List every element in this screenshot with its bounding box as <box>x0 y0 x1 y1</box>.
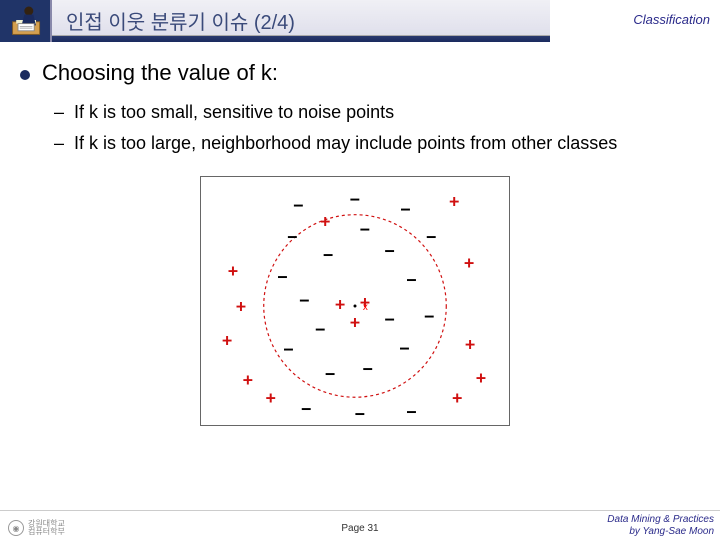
dash-icon: – <box>54 102 64 123</box>
main-bullet-text: Choosing the value of k: <box>42 60 278 86</box>
svg-text:−: − <box>400 200 410 220</box>
svg-text:−: − <box>350 190 360 210</box>
credit-line-2: by Yang-Sae Moon <box>607 526 714 538</box>
svg-text:−: − <box>424 307 434 327</box>
dash-icon: – <box>54 133 64 154</box>
svg-text:+: + <box>465 335 475 355</box>
sub-bullet-text: If k is too small, sensitive to noise po… <box>74 100 394 125</box>
page-number: Page 31 <box>341 523 378 534</box>
svg-text:−: − <box>355 404 365 424</box>
slide-header: 인접 이웃 분류기 이슈 (2/4) Classification <box>0 0 720 42</box>
svg-text:−: − <box>315 320 325 340</box>
main-bullet: Choosing the value of k: <box>20 60 690 86</box>
svg-text:−: − <box>277 267 287 287</box>
slide-title: 인접 이웃 분류기 이슈 (2/4) <box>66 6 295 35</box>
svg-text:−: − <box>299 291 309 311</box>
category-label: Classification <box>633 12 710 27</box>
svg-text:+: + <box>449 192 459 212</box>
svg-text:x: x <box>363 302 368 313</box>
svg-text:+: + <box>335 295 345 315</box>
credit-line-1: Data Mining & Practices <box>607 514 714 526</box>
sub-bullet-list: –If k is too small, sensitive to noise p… <box>54 100 690 156</box>
svg-text:−: − <box>363 360 373 380</box>
svg-text:+: + <box>476 368 486 388</box>
logo-text: 강원대학교 컴퓨터학부 <box>28 520 65 536</box>
sub-bullet-text: If k is too large, neighborhood may incl… <box>74 131 617 156</box>
svg-text:−: − <box>301 399 311 419</box>
svg-text:+: + <box>464 253 474 273</box>
svg-text:−: − <box>360 220 370 240</box>
logo-seal-icon: ◉ <box>8 520 24 536</box>
university-logo: ◉ 강원대학교 컴퓨터학부 <box>8 520 65 536</box>
svg-text:−: − <box>283 340 293 360</box>
svg-text:+: + <box>320 212 330 232</box>
header-right-panel: Classification <box>550 0 720 42</box>
svg-text:+: + <box>222 331 232 351</box>
svg-text:−: − <box>426 228 436 248</box>
svg-text:+: + <box>265 388 275 408</box>
svg-text:−: − <box>323 245 333 265</box>
slide-content: Choosing the value of k: –If k is too sm… <box>0 42 720 431</box>
header-underline <box>52 36 550 42</box>
svg-text:−: − <box>325 364 335 384</box>
reader-icon <box>8 2 46 38</box>
svg-text:−: − <box>385 241 395 261</box>
diagram-container: −−−−−−−−−−−−−−−−−−−−−++++++++++++++x <box>20 176 690 431</box>
svg-text:−: − <box>293 196 303 216</box>
svg-text:−: − <box>385 310 395 330</box>
footer-credit: Data Mining & Practices by Yang-Sae Moon <box>607 514 714 538</box>
svg-text:−: − <box>287 228 297 248</box>
sub-bullet: –If k is too small, sensitive to noise p… <box>54 100 690 125</box>
svg-text:−: − <box>406 270 416 290</box>
svg-text:+: + <box>350 313 360 333</box>
svg-text:+: + <box>228 261 238 281</box>
svg-text:−: − <box>399 339 409 359</box>
knn-scatter-diagram: −−−−−−−−−−−−−−−−−−−−−++++++++++++++x <box>200 176 510 426</box>
svg-text:+: + <box>243 370 253 390</box>
svg-text:−: − <box>406 402 416 422</box>
svg-text:+: + <box>452 388 462 408</box>
bullet-dot-icon <box>20 70 30 80</box>
slide-footer: ◉ 강원대학교 컴퓨터학부 Page 31 Data Mining & Prac… <box>0 510 720 540</box>
svg-text:+: + <box>236 297 246 317</box>
sub-bullet: –If k is too large, neighborhood may inc… <box>54 131 690 156</box>
